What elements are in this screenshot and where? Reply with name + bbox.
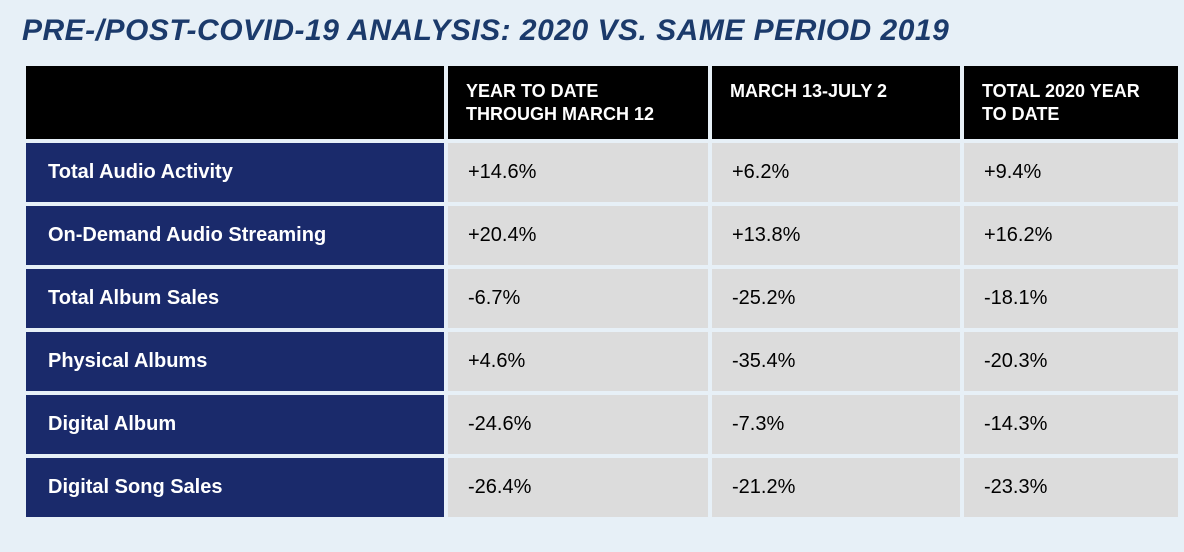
row-label: Digital Song Sales [26,458,444,517]
table-row: Total Audio Activity +14.6% +6.2% +9.4% [26,143,1178,202]
row-label: Total Audio Activity [26,143,444,202]
data-cell: -14.3% [964,395,1178,454]
data-cell: -25.2% [712,269,960,328]
table-header-col-1: YEAR TO DATE THROUGH MARCH 12 [448,66,708,139]
data-cell: +9.4% [964,143,1178,202]
data-cell: -35.4% [712,332,960,391]
data-cell: -21.2% [712,458,960,517]
table-row: Physical Albums +4.6% -35.4% -20.3% [26,332,1178,391]
data-cell: -20.3% [964,332,1178,391]
data-cell: -6.7% [448,269,708,328]
row-label: Total Album Sales [26,269,444,328]
analysis-table: YEAR TO DATE THROUGH MARCH 12 MARCH 13-J… [22,62,1182,521]
row-label: On-Demand Audio Streaming [26,206,444,265]
table-header-col-3: TOTAL 2020 YEAR TO DATE [964,66,1178,139]
data-cell: +6.2% [712,143,960,202]
data-cell: -24.6% [448,395,708,454]
data-cell: +20.4% [448,206,708,265]
table-header-blank [26,66,444,139]
table-row: Digital Song Sales -26.4% -21.2% -23.3% [26,458,1178,517]
data-cell: +14.6% [448,143,708,202]
table-row: On-Demand Audio Streaming +20.4% +13.8% … [26,206,1178,265]
data-cell: -23.3% [964,458,1178,517]
row-label: Digital Album [26,395,444,454]
data-cell: +16.2% [964,206,1178,265]
table-header-col-2: MARCH 13-JULY 2 [712,66,960,139]
data-cell: -26.4% [448,458,708,517]
table-row: Digital Album -24.6% -7.3% -14.3% [26,395,1178,454]
table-row: Total Album Sales -6.7% -25.2% -18.1% [26,269,1178,328]
data-cell: -18.1% [964,269,1178,328]
data-cell: -7.3% [712,395,960,454]
data-cell: +13.8% [712,206,960,265]
data-cell: +4.6% [448,332,708,391]
page-title: PRE-/POST-COVID-19 ANALYSIS: 2020 VS. SA… [22,14,1162,48]
table-header-row: YEAR TO DATE THROUGH MARCH 12 MARCH 13-J… [26,66,1178,139]
row-label: Physical Albums [26,332,444,391]
